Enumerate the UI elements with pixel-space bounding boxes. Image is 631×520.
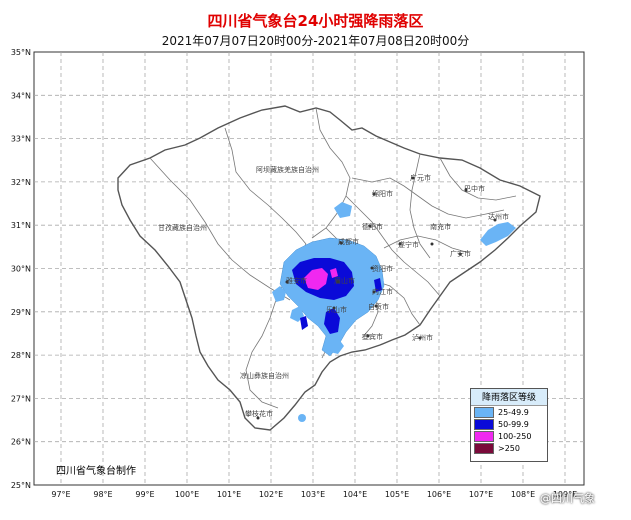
- map-title: 四川省气象台24小时强降雨落区: [207, 12, 424, 30]
- label-liangshan: 凉山彝族自治州: [240, 371, 289, 380]
- lat-tick-label: 27°N: [11, 394, 31, 403]
- label-dazhou: 达州市: [488, 212, 509, 221]
- watermark: @四川气象: [540, 492, 595, 505]
- label-nanchong: 南充市: [430, 222, 451, 231]
- legend-swatch: [474, 406, 494, 418]
- rain-zone-100-250: [304, 268, 328, 290]
- map-subtitle: 2021年07月07日20时00分-2021年07月08日20时00分: [161, 34, 470, 48]
- label-suining: 遂宁市: [398, 240, 419, 249]
- label-mianyang: 绵阳市: [372, 189, 393, 198]
- lat-tick-label: 29°N: [11, 308, 31, 317]
- legend-swatch: [474, 418, 494, 430]
- lat-tick-label: 30°N: [11, 265, 31, 274]
- lon-tick-label: 101°E: [217, 490, 241, 499]
- label-guangan: 广安市: [450, 249, 471, 258]
- lon-tick-label: 104°E: [343, 490, 367, 499]
- label-bazhong: 巴中市: [464, 184, 485, 193]
- legend-label: 100-250: [498, 431, 532, 441]
- label-yaan: 雅安市: [286, 276, 307, 285]
- label-leshan: 乐山市: [326, 305, 347, 314]
- label-neijiang: 内江市: [372, 287, 393, 296]
- legend-item: 25-49.9: [474, 406, 547, 418]
- label-zigong: 自贡市: [368, 302, 389, 311]
- lon-tick-label: 98°E: [93, 490, 112, 499]
- lon-tick-label: 100°E: [175, 490, 199, 499]
- label-panzhihua: 攀枝花市: [245, 409, 273, 418]
- lon-tick-label: 108°E: [511, 490, 535, 499]
- legend-item: 100-250: [474, 430, 547, 442]
- legend-item: >250: [474, 442, 547, 454]
- label-ganzi: 甘孜藏族自治州: [158, 223, 207, 232]
- lat-tick-label: 25°N: [11, 481, 31, 490]
- lat-tick-label: 31°N: [11, 221, 31, 230]
- lon-tick-label: 105°E: [385, 490, 409, 499]
- lat-tick-label: 35°N: [11, 48, 31, 57]
- label-yibin: 宜宾市: [362, 332, 383, 341]
- lat-tick-label: 28°N: [11, 351, 31, 360]
- legend-label: 25-49.9: [498, 407, 529, 417]
- rainfall-zones: [272, 202, 516, 422]
- lon-tick-label: 97°E: [51, 490, 70, 499]
- lon-tick-label: 99°E: [135, 490, 154, 499]
- lon-tick-label: 102°E: [259, 490, 283, 499]
- legend-label: >250: [498, 443, 520, 453]
- lon-tick-label: 107°E: [469, 490, 493, 499]
- legend-label: 50-99.9: [498, 419, 529, 429]
- lat-tick-label: 34°N: [11, 91, 31, 100]
- lat-tick-label: 32°N: [11, 178, 31, 187]
- label-guangyuan: 广元市: [410, 173, 431, 182]
- label-luzhou: 泸州市: [412, 333, 433, 342]
- city-markers: [256, 176, 497, 420]
- credit-text: 四川省气象台制作: [56, 466, 136, 477]
- label-deyang: 德阳市: [362, 222, 383, 231]
- lat-tick-label: 33°N: [11, 135, 31, 144]
- legend-title: 降雨落区等级: [471, 389, 547, 406]
- label-ziyang: 资阳市: [372, 264, 393, 273]
- label-aba: 阿坝藏族羌族自治州: [256, 165, 319, 174]
- lon-tick-label: 103°E: [301, 490, 325, 499]
- label-chengdu: 成都市: [338, 237, 359, 246]
- legend-swatch: [474, 430, 494, 442]
- label-meishan: 眉山市: [334, 276, 355, 285]
- rainfall-legend: 降雨落区等级 25-49.9 50-99.9 100-250 >250: [470, 388, 548, 462]
- lat-tick-label: 26°N: [11, 438, 31, 447]
- lon-tick-label: 106°E: [427, 490, 451, 499]
- legend-swatch: [474, 442, 494, 454]
- legend-item: 50-99.9: [474, 418, 547, 430]
- lon-tick-label: 109°E: [553, 490, 577, 499]
